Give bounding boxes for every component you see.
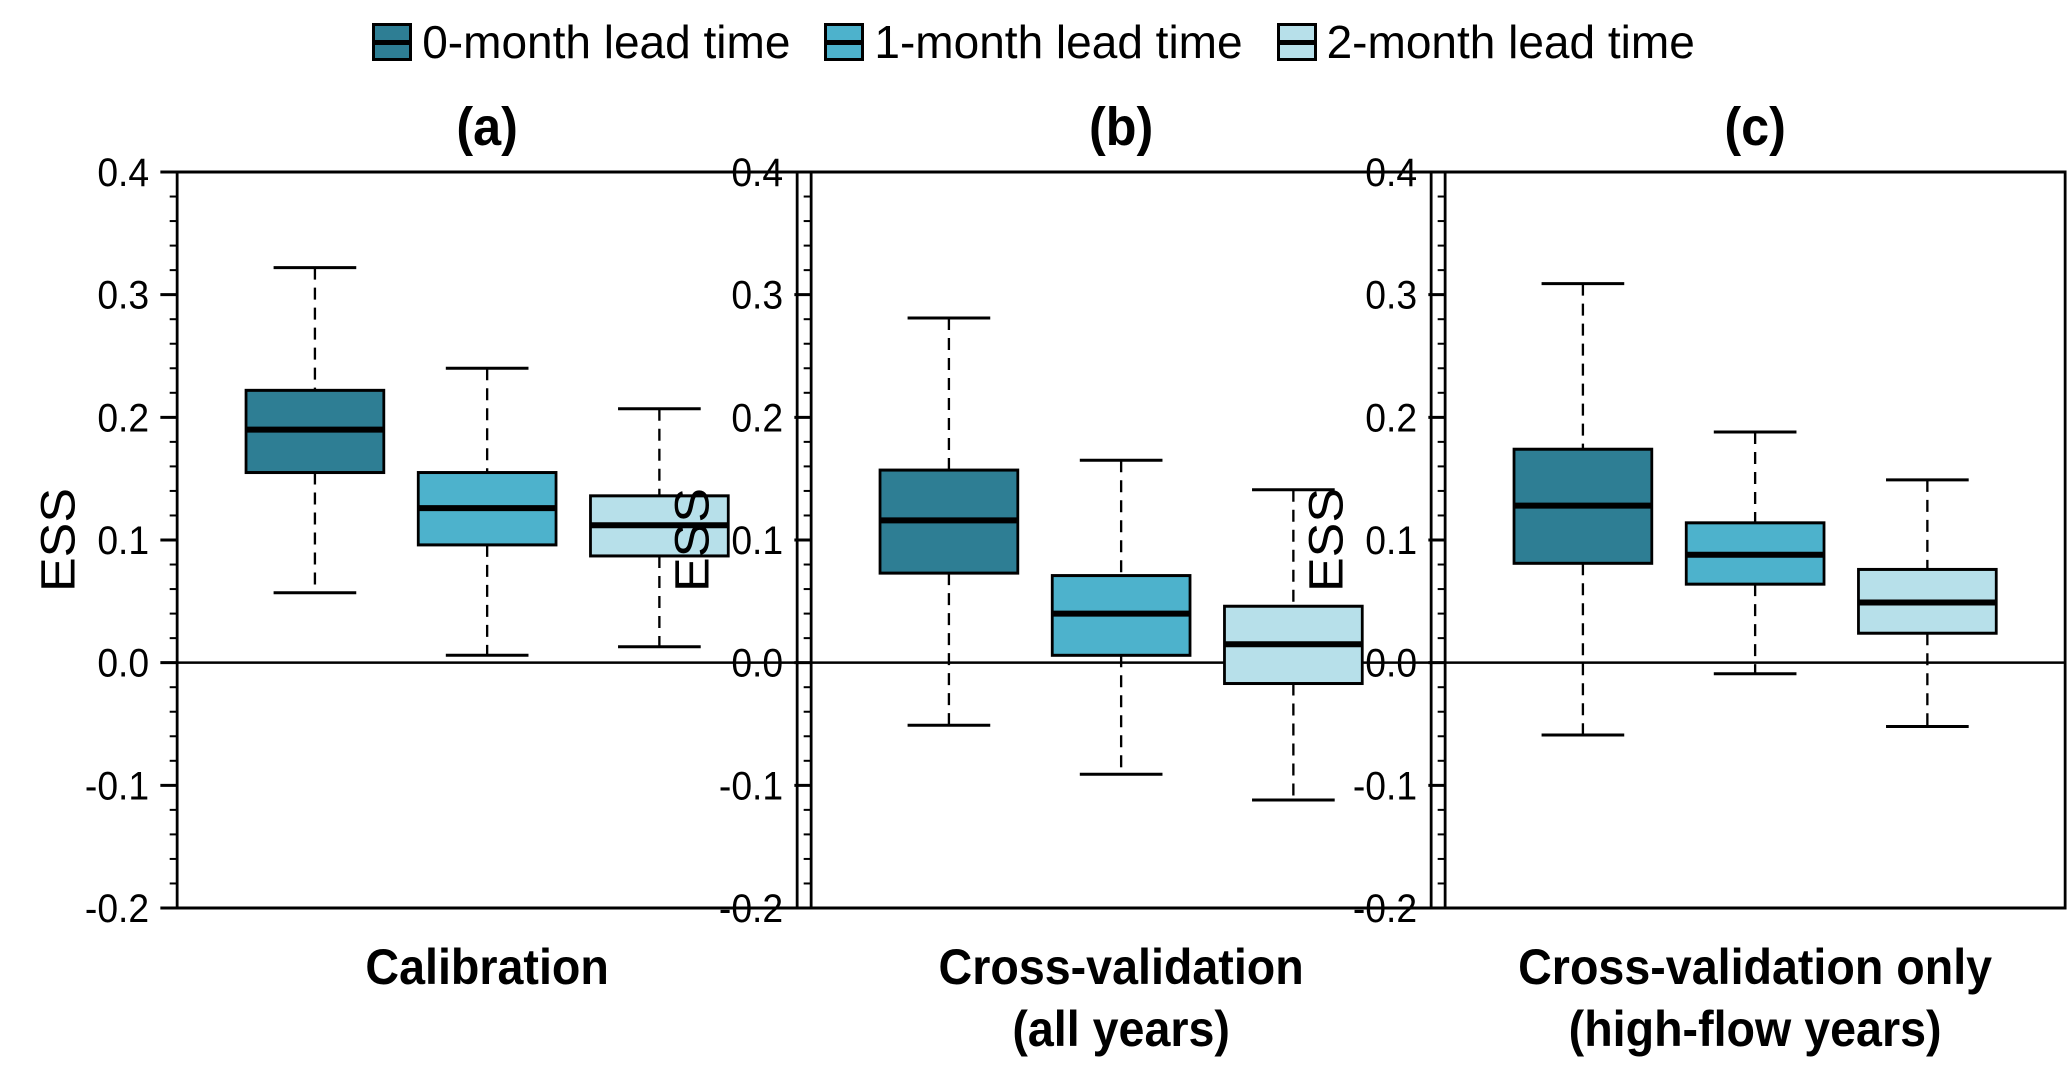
panel-a-ytick-label: 0.3	[97, 273, 149, 317]
legend-label-0-month: 0-month lead time	[422, 16, 791, 68]
panel-c-ytick-label: 0.0	[1365, 641, 1417, 685]
panel-a-ytick-label: 0.1	[97, 519, 149, 563]
panel-a-xlabel-line-0: Calibration	[365, 940, 608, 996]
legend-swatch-0-month	[372, 23, 413, 61]
panel-b-ylabel: ESS	[664, 488, 719, 592]
panel-a-ytick-label: 0.0	[97, 641, 149, 685]
panel-c-ytick-label: 0.4	[1365, 151, 1417, 195]
legend-swatch-1-month	[824, 23, 865, 61]
legend-item-0-month: 0-month lead time	[372, 15, 790, 69]
panel-b-ytick-label: 0.4	[731, 151, 783, 195]
panel-b-ytick-label: -0.2	[719, 887, 783, 931]
panel-c-xlabel-line-1: (high-flow years)	[1569, 1002, 1942, 1058]
panel-b-ytick-label: 0.2	[731, 396, 783, 440]
panel-c-ytick-label: 0.1	[1365, 519, 1417, 563]
legend-swatch-2-month	[1276, 23, 1317, 61]
legend-item-1-month: 1-month lead time	[824, 15, 1243, 69]
legend-label-2-month: 2-month lead time	[1326, 16, 1695, 68]
panel-a-ytick-label: 0.2	[97, 396, 149, 440]
panel-b-ytick-label: 0.1	[731, 519, 783, 563]
panel-b-xlabel-line-0: Cross-validation	[939, 940, 1304, 996]
panel-a-title: (a)	[456, 97, 518, 157]
panel-c-xlabel-line-0: Cross-validation only	[1518, 940, 1992, 996]
panels-group: (a) -0.2 -0.1 0.0 0.1 0.2 0.3 0.4 ESS Calibration…	[30, 97, 2067, 1058]
panel-a-ytick-label: -0.2	[85, 887, 149, 931]
panel-b-xlabel-line-1: (all years)	[1012, 1002, 1230, 1058]
panel-c-title: (c)	[1724, 97, 1786, 157]
legend: 0-month lead time 1-month lead time 2-mo…	[0, 14, 2067, 70]
panel-c-ytick-label: -0.2	[1353, 887, 1417, 931]
panel-c-ytick-label: 0.2	[1365, 396, 1417, 440]
panel-c-ylabel: ESS	[1298, 488, 1353, 592]
legend-item-2-month: 2-month lead time	[1276, 15, 1695, 69]
panel-a-ylabel: ESS	[30, 488, 85, 592]
panel-b-title: (b)	[1089, 97, 1153, 157]
panel-b-ytick-label: 0.3	[731, 273, 783, 317]
legend-label-1-month: 1-month lead time	[874, 16, 1243, 68]
panel-b-ytick-label: -0.1	[719, 764, 783, 808]
panel-b-ytick-label: 0.0	[731, 641, 783, 685]
panel-c-ytick-label: 0.3	[1365, 273, 1417, 317]
panel-c-ytick-label: -0.1	[1353, 764, 1417, 808]
panel-a-ytick-label: -0.1	[85, 764, 149, 808]
panel-a-ytick-label: 0.4	[97, 151, 149, 195]
